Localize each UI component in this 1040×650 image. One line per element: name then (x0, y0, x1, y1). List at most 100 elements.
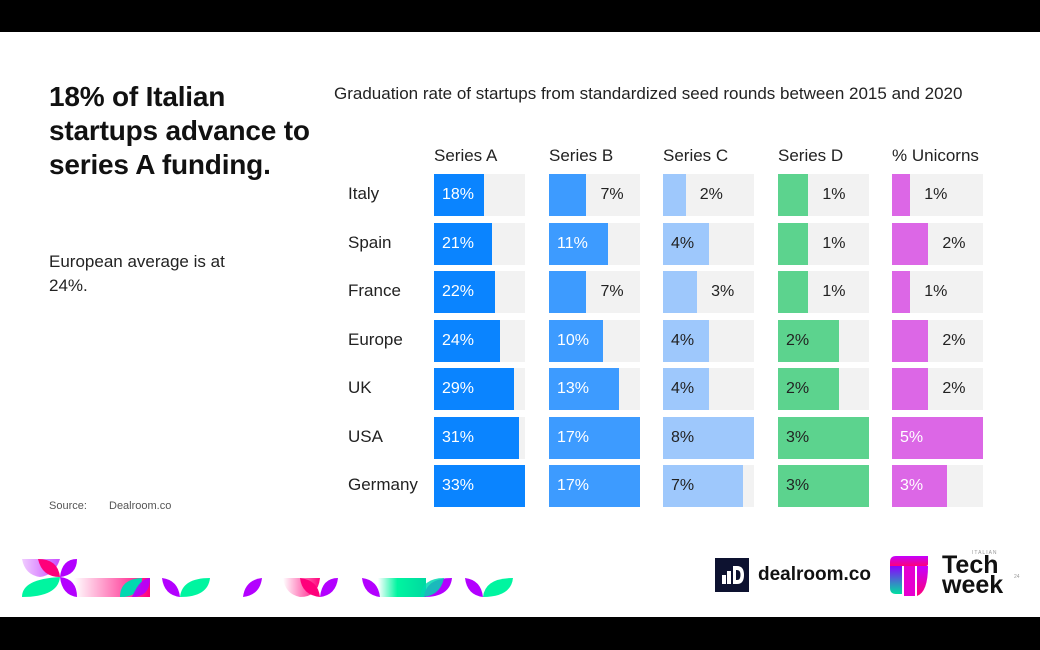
bar-track: 2% (663, 174, 754, 216)
bar (663, 368, 709, 410)
bar (663, 319, 709, 362)
bar (892, 416, 983, 459)
data-label: 3% (711, 283, 735, 300)
bar (434, 222, 492, 265)
data-label: 4% (671, 234, 695, 252)
row-label: USA (348, 426, 383, 446)
bar-track: 1% (892, 271, 983, 313)
row-label: Spain (348, 232, 392, 252)
data-label: 31% (442, 428, 475, 446)
bar-track: 3% (892, 465, 983, 507)
data-label: 2% (942, 380, 966, 397)
data-label: 5% (900, 428, 924, 446)
bar (892, 319, 929, 362)
data-label: 8% (671, 428, 695, 446)
bar (549, 368, 619, 410)
bar (549, 174, 587, 216)
bar-track: 10% (549, 319, 640, 362)
bar (434, 271, 495, 313)
column-header: Series D (778, 146, 844, 165)
leaf-cluster-5 (362, 578, 452, 597)
row-label: Europe (348, 329, 403, 349)
bar (663, 271, 698, 313)
bar-track: 7% (549, 174, 640, 216)
bar (892, 465, 947, 507)
bar-track: 17% (549, 416, 640, 459)
bar-track: 3% (778, 465, 869, 507)
bar-track: 13% (549, 368, 640, 410)
data-label: 17% (557, 477, 590, 494)
data-label: 1% (924, 283, 948, 300)
data-label: 21% (442, 234, 475, 252)
bar (549, 416, 640, 459)
data-label: 2% (786, 380, 810, 397)
bar (892, 368, 929, 410)
leaf-cluster-6 (465, 578, 513, 597)
bar-track: 8% (663, 416, 754, 459)
data-label: 2% (942, 234, 966, 252)
bar-track: 4% (663, 222, 754, 265)
leaf-cluster-3 (243, 578, 262, 597)
row-label: UK (348, 378, 372, 397)
data-label: 2% (942, 331, 966, 349)
bar (778, 174, 809, 216)
column-header: Series B (549, 146, 614, 165)
techweek-line1: Tech (942, 551, 999, 579)
bar-track: 29% (434, 368, 525, 410)
decorative-leaves (22, 559, 513, 597)
dealroom-mark-icon (715, 558, 749, 592)
data-label: 7% (600, 283, 624, 300)
bar-track: 11% (549, 222, 640, 265)
column-header: Series A (434, 146, 498, 165)
data-label: 3% (786, 477, 810, 494)
data-label: 33% (442, 477, 475, 494)
bar (778, 319, 839, 362)
source-value: Dealroom.co (109, 500, 172, 512)
bar-track: 7% (663, 465, 754, 507)
data-label: 3% (900, 477, 924, 494)
bar-track: 1% (778, 271, 869, 313)
column-header: Series C (663, 146, 729, 165)
bar-track: 1% (778, 222, 869, 265)
bar (663, 416, 754, 459)
bar (549, 271, 587, 313)
data-label: 7% (600, 186, 624, 203)
row-label: France (348, 281, 401, 300)
slide: 18% of Italian startups advance to serie… (0, 32, 1040, 617)
data-label: 10% (557, 331, 590, 349)
leaf-cluster-1 (22, 559, 150, 597)
bar (434, 416, 520, 459)
bar-track: 22% (434, 271, 525, 313)
data-label: 4% (671, 331, 695, 349)
bar (778, 368, 839, 410)
source-note: Source: Dealroom.co (49, 500, 171, 512)
bar-track: 1% (892, 174, 983, 216)
data-label: 1% (924, 186, 948, 203)
bar-track: 2% (892, 319, 983, 362)
bar-track: 18% (434, 174, 525, 216)
data-label: 24% (442, 331, 475, 349)
bar (892, 174, 911, 216)
techweek-line2: week (942, 571, 1004, 599)
bar (434, 319, 501, 362)
bar-track: 4% (663, 319, 754, 362)
data-label: 29% (442, 380, 475, 397)
bar-track: 7% (549, 271, 640, 313)
bar-track: 2% (892, 222, 983, 265)
data-label: 2% (699, 186, 723, 203)
bar (549, 465, 640, 507)
data-label: 17% (557, 428, 590, 446)
subtext: European average is at 24%. (49, 252, 225, 295)
bar-track: 24% (434, 319, 525, 362)
data-label: 7% (671, 477, 695, 494)
techweek-tag: ITALIAN (972, 550, 998, 556)
bar (549, 222, 608, 265)
bar-track: 2% (778, 368, 869, 410)
bar-track: 3% (778, 416, 869, 459)
data-label: 22% (442, 283, 475, 300)
bar (892, 222, 929, 265)
row-label: Germany (348, 475, 418, 494)
bar-track: 17% (549, 465, 640, 507)
data-label: 4% (671, 380, 695, 397)
leaf-cluster-2 (162, 578, 210, 597)
